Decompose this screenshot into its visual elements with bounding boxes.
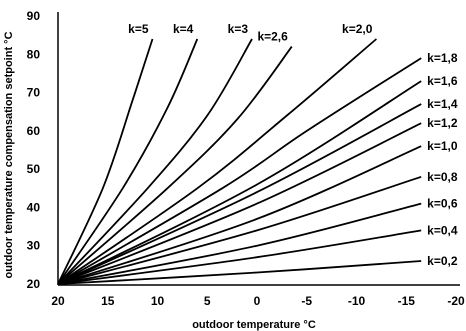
curve-label: k=0,8 [427,170,458,184]
curve-label-group: k=5 k=4 k=3 k=2,6 k=2,0 k=1,8 k=1,6 k=1,4 k=1,2 k… [128,22,458,268]
x-tick-label: 10 [151,294,165,308]
x-tick-label: 20 [51,294,65,308]
heating-curve [57,80,422,285]
heating-curve [57,202,422,285]
heating-curve [57,57,422,285]
heating-curve [57,46,293,285]
y-tick-label: 90 [27,9,41,23]
y-tick-label: 60 [27,124,41,138]
curve-label: k=1,6 [427,74,458,88]
heating-curve [57,260,422,285]
curve-label: k=1,8 [427,51,458,65]
x-tick-label: -15 [398,294,416,308]
x-axis-title: outdoor temperature °C [192,319,316,331]
x-tick-label: 15 [101,294,115,308]
curve-label: k=3 [228,22,249,36]
curve-label: k=2,0 [342,22,373,36]
curve-label: k=0,2 [427,254,458,268]
curve-label: k=1,0 [427,139,458,153]
y-tick-group: 90 80 70 60 50 40 30 20 [27,9,41,291]
y-tick-label: 30 [27,239,41,253]
curve-label: k=1,4 [427,97,458,111]
heating-curve [57,175,422,285]
x-tick-group: 20 15 10 5 0 -5 -10 -15 -20 [51,294,465,308]
heating-curve [57,38,154,285]
curve-label: k=2,6 [257,30,288,44]
y-axis-title: outdoor temperature compensation setpoin… [3,31,15,278]
y-tick-label: 40 [27,200,41,214]
y-tick-label: 80 [27,47,41,61]
x-tick-label: -20 [447,294,465,308]
curve-label: k=0,4 [427,223,458,237]
y-tick-label: 50 [27,162,41,176]
heating-curve [57,38,377,285]
x-tick-label: 0 [254,294,261,308]
curve-label: k=1,2 [427,116,458,130]
y-tick-label: 70 [27,86,41,100]
heating-curve [57,38,199,285]
heating-curve [57,103,422,285]
x-tick-label: -5 [301,294,312,308]
y-tick-label: 20 [27,277,41,291]
heating-curve [57,229,422,285]
curve-label: k=4 [173,22,194,36]
curve-label: k=5 [128,22,149,36]
x-tick-label: -10 [348,294,366,308]
curve-group [57,38,422,285]
x-tick-label: 5 [204,294,211,308]
heating-curve [57,122,422,285]
heating-curve [57,145,422,285]
heating-curve [57,38,253,285]
curve-label: k=0,6 [427,197,458,211]
